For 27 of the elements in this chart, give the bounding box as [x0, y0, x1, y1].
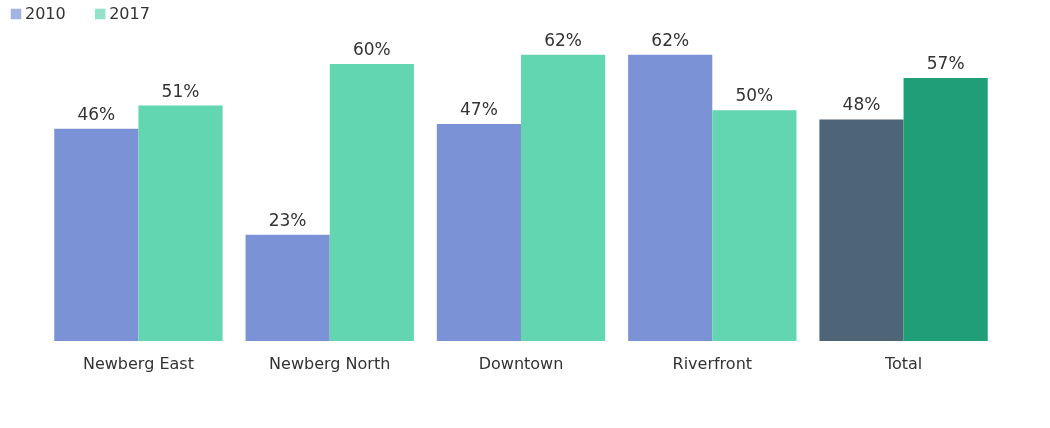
- data-label: 50%: [735, 85, 774, 106]
- bar: [712, 110, 797, 341]
- bar: [628, 54, 713, 341]
- data-label: 62%: [544, 29, 582, 50]
- bar: [436, 124, 521, 341]
- x-tick-label: Riverfront: [672, 353, 753, 373]
- x-tick-label: Total: [883, 353, 923, 373]
- bar: [903, 77, 988, 341]
- bar: [54, 128, 139, 341]
- legend-label: 2017: [109, 4, 150, 23]
- legend-label: 2010: [25, 4, 66, 23]
- data-label: 48%: [842, 94, 881, 115]
- bar: [329, 64, 414, 341]
- data-label: 51%: [161, 80, 200, 101]
- x-tick-label: Downtown: [478, 353, 564, 373]
- data-label: 60%: [352, 39, 391, 60]
- data-label: 23%: [268, 209, 307, 230]
- bar: [245, 234, 330, 341]
- data-label: 46%: [77, 103, 116, 124]
- x-tick-label: Newberg East: [82, 353, 194, 373]
- bar: [138, 105, 223, 341]
- data-label: 57%: [926, 52, 965, 73]
- x-tick-label: Newberg North: [269, 353, 391, 373]
- bar: [819, 119, 904, 341]
- bar: [521, 54, 606, 341]
- data-label: 47%: [460, 99, 498, 120]
- data-label: 62%: [651, 29, 690, 50]
